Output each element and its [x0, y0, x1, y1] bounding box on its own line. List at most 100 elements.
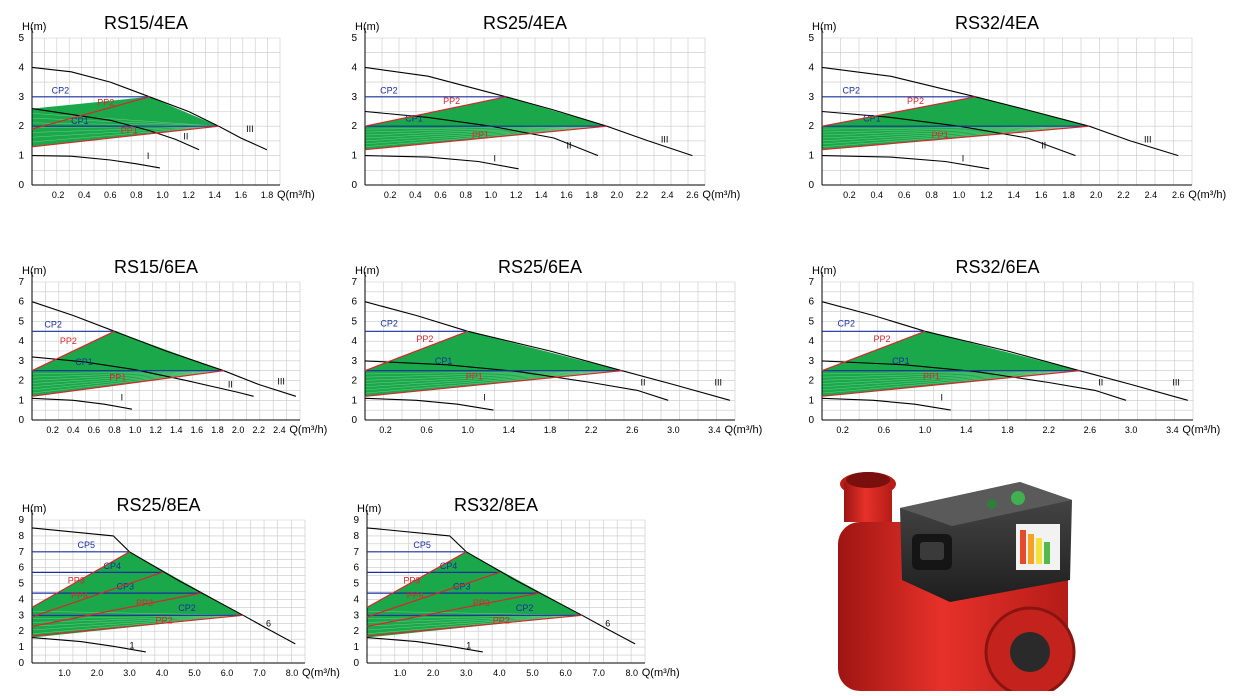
- x-tick-label: 0.4: [67, 425, 80, 435]
- y-tick-label: 3: [18, 356, 24, 367]
- curve-label: III: [1172, 378, 1180, 388]
- y-tick-label: 2: [18, 376, 24, 387]
- y-tick-label: 5: [351, 316, 357, 327]
- x-axis-label: Q(m³/h): [642, 667, 680, 679]
- y-tick-label: 6: [18, 563, 24, 574]
- x-tick-label: 1.6: [235, 190, 248, 200]
- x-tick-label: 1.8: [261, 190, 274, 200]
- y-tick-label: 8: [18, 531, 24, 542]
- pp-label: PP3: [136, 598, 153, 608]
- pp-label: PP4: [407, 591, 424, 601]
- chart-title: RS15/6EA: [114, 257, 198, 277]
- x-tick-label: 2.0: [232, 425, 245, 435]
- pp-label: PP2: [907, 96, 924, 106]
- y-tick-label: 4: [808, 62, 814, 73]
- y-tick-label: 5: [351, 33, 357, 44]
- pump-curve: [32, 156, 160, 168]
- x-tick-label: 3.0: [123, 668, 136, 678]
- curve-label: 1: [466, 641, 471, 651]
- x-tick-label: 4.0: [493, 668, 506, 678]
- curve-label: III: [246, 124, 254, 134]
- x-tick-label: 1.8: [211, 425, 224, 435]
- y-tick-label: 2: [808, 121, 814, 132]
- y-tick-label: 5: [808, 33, 814, 44]
- y-tick-label: 3: [353, 610, 359, 621]
- y-tick-label: 7: [808, 277, 814, 288]
- chart-title: RS32/8EA: [454, 495, 538, 515]
- y-tick-label: 6: [808, 297, 814, 308]
- y-tick-label: 1: [808, 395, 814, 406]
- cp-label: CP2: [380, 318, 398, 328]
- y-axis-label: H(m): [812, 21, 836, 33]
- curve-label: II: [566, 140, 571, 150]
- cp-label: CP2: [44, 319, 62, 329]
- y-tick-label: 3: [18, 92, 24, 103]
- x-tick-label: 2.6: [1172, 190, 1185, 200]
- x-tick-label: 1.4: [503, 425, 516, 435]
- x-tick-label: 0.2: [379, 425, 392, 435]
- x-tick-label: 8.0: [286, 668, 299, 678]
- x-tick-label: 2.2: [585, 425, 598, 435]
- y-tick-label: 0: [18, 180, 24, 191]
- curve-label: I: [962, 153, 965, 163]
- cp-label: CP2: [516, 603, 534, 613]
- pp-label: PP3: [473, 598, 490, 608]
- pp-label: PP3: [403, 576, 420, 586]
- x-tick-label: 0.8: [108, 425, 121, 435]
- x-tick-label: 0.2: [46, 425, 59, 435]
- pp-label: PP2: [156, 615, 173, 625]
- x-tick-label: 0.4: [409, 190, 422, 200]
- x-axis-label: Q(m³/h): [702, 189, 740, 201]
- x-tick-label: 0.6: [878, 425, 891, 435]
- cp-label: CP1: [75, 357, 93, 367]
- y-tick-label: 4: [18, 62, 24, 73]
- x-tick-label: 1.0: [953, 190, 966, 200]
- curve-label: III: [714, 378, 722, 388]
- x-axis-label: Q(m³/h): [277, 189, 315, 201]
- x-tick-label: 8.0: [626, 668, 639, 678]
- curve-label: 6: [605, 618, 610, 628]
- y-tick-label: 4: [351, 62, 357, 73]
- x-tick-label: 1.0: [462, 425, 475, 435]
- x-tick-label: 2.0: [91, 668, 104, 678]
- y-tick-label: 1: [18, 151, 24, 162]
- y-tick-label: 5: [353, 579, 359, 590]
- x-tick-label: 1.2: [980, 190, 993, 200]
- cp-label: CP2: [178, 603, 196, 613]
- y-tick-label: 8: [353, 531, 359, 542]
- x-tick-label: 3.4: [708, 425, 721, 435]
- chart-title: RS32/4EA: [955, 13, 1039, 33]
- y-tick-label: 5: [18, 579, 24, 590]
- y-tick-label: 2: [18, 626, 24, 637]
- y-axis-label: H(m): [812, 265, 836, 277]
- x-tick-label: 1.6: [191, 425, 204, 435]
- y-tick-label: 6: [351, 297, 357, 308]
- x-tick-label: 0.2: [52, 190, 65, 200]
- y-tick-label: 0: [18, 415, 24, 426]
- x-tick-label: 1.0: [129, 425, 142, 435]
- y-tick-label: 1: [18, 642, 24, 653]
- pp-label: PP1: [923, 372, 940, 382]
- cp-label: CP1: [435, 356, 453, 366]
- x-tick-label: 0.4: [871, 190, 884, 200]
- pp-label: PP2: [416, 334, 433, 344]
- x-tick-label: 2.4: [1145, 190, 1158, 200]
- x-tick-label: 1.0: [394, 668, 407, 678]
- x-tick-label: 1.0: [485, 190, 498, 200]
- x-tick-label: 2.2: [1117, 190, 1130, 200]
- x-tick-label: 1.6: [1035, 190, 1048, 200]
- curve-label: I: [493, 153, 496, 163]
- x-tick-label: 2.0: [611, 190, 624, 200]
- x-tick-label: 6.0: [221, 668, 234, 678]
- x-axis-label: Q(m³/h): [724, 424, 762, 436]
- x-tick-label: 7.0: [253, 668, 266, 678]
- y-tick-label: 0: [353, 658, 359, 669]
